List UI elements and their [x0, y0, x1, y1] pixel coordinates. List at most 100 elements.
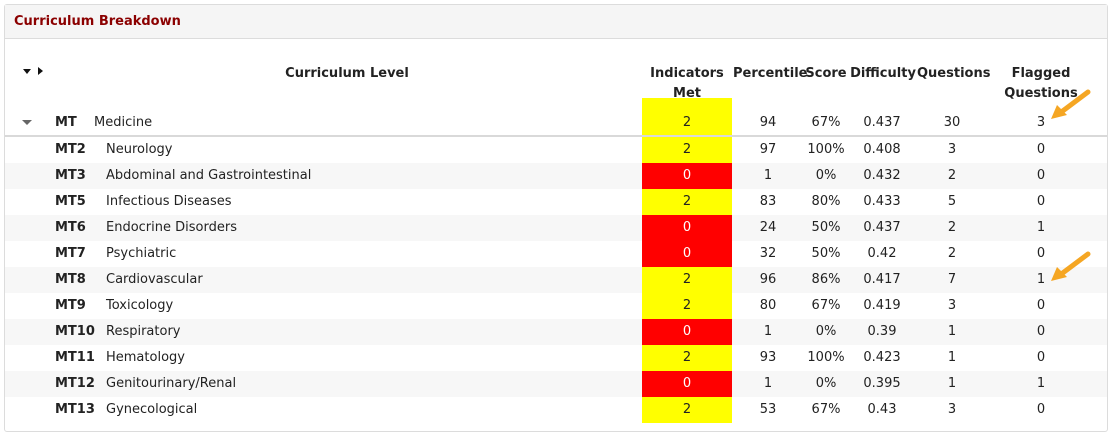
questions-cell: 1 — [947, 376, 957, 391]
questions-cell: 2 — [947, 246, 957, 261]
flagged-cell: 0 — [1036, 350, 1046, 365]
score-cell: 0% — [815, 324, 837, 339]
curriculum-breakdown-panel: Curriculum Breakdown Curriculum Level In… — [4, 4, 1108, 432]
expand-collapse-all-icon[interactable] — [23, 66, 49, 78]
difficulty-cell: 0.417 — [863, 272, 901, 287]
indicators-met-cell: 2 — [642, 345, 732, 371]
difficulty-cell: 0.433 — [863, 194, 901, 209]
flagged-cell: 0 — [1036, 298, 1046, 313]
questions-cell: 2 — [947, 168, 957, 183]
score-cell: 86% — [811, 272, 841, 287]
flagged-cell: 0 — [1036, 168, 1046, 183]
percentile-cell: 32 — [759, 246, 777, 261]
orange-arrow-icon — [1051, 89, 1091, 119]
row-code: MT6 — [55, 220, 86, 235]
questions-cell: 5 — [947, 194, 957, 209]
table-row[interactable]: MT5 Infectious Diseases 2 83 80% 0.433 5 0 — [5, 189, 1107, 215]
indicators-met-cell: 0 — [642, 215, 732, 241]
row-name: Respiratory — [106, 324, 181, 339]
score-cell: 67% — [811, 298, 841, 313]
row-name: Toxicology — [106, 298, 174, 313]
header-score[interactable]: Score — [805, 66, 847, 81]
percentile-cell: 1 — [763, 324, 773, 339]
flagged-cell: 0 — [1036, 194, 1046, 209]
score-cell: 67% — [811, 115, 841, 130]
score-cell: 50% — [811, 220, 841, 235]
header-questions[interactable]: Questions — [917, 66, 991, 81]
questions-cell: 1 — [947, 324, 957, 339]
row-code: MT13 — [55, 402, 95, 417]
questions-cell: 3 — [947, 298, 957, 313]
score-cell: 100% — [807, 350, 845, 365]
row-name: Endocrine Disorders — [106, 220, 237, 235]
row-code: MT12 — [55, 376, 95, 391]
indicators-met-cell: 2 — [642, 267, 732, 293]
score-cell: 80% — [811, 194, 841, 209]
header-difficulty[interactable]: Difficulty — [850, 66, 916, 81]
table-row[interactable]: MT7 Psychiatric 0 32 50% 0.42 2 0 — [5, 241, 1107, 267]
flagged-cell: 0 — [1036, 246, 1046, 261]
row-code: MT11 — [55, 350, 95, 365]
table-row[interactable]: MT10 Respiratory 0 1 0% 0.39 1 0 — [5, 319, 1107, 345]
flagged-cell: 1 — [1036, 220, 1046, 235]
percentile-cell: 53 — [759, 402, 777, 417]
row-code: MT5 — [55, 194, 86, 209]
table-row[interactable]: MT6 Endocrine Disorders 0 24 50% 0.437 2 1 — [5, 215, 1107, 241]
header-curriculum-level[interactable]: Curriculum Level — [285, 66, 409, 81]
indicators-met-cell: 0 — [642, 241, 732, 267]
percentile-cell: 83 — [759, 194, 777, 209]
score-cell: 0% — [815, 376, 837, 391]
table-row-parent[interactable]: MT Medicine 2 94 67% 0.437 30 3 — [5, 98, 1107, 137]
flagged-cell: 0 — [1036, 324, 1046, 339]
row-code: MT7 — [55, 246, 86, 261]
panel-header: Curriculum Breakdown — [5, 5, 1107, 39]
difficulty-cell: 0.39 — [867, 324, 897, 339]
score-cell: 50% — [811, 246, 841, 261]
questions-cell: 3 — [947, 402, 957, 417]
table-row[interactable]: MT13 Gynecological 2 53 67% 0.43 3 0 — [5, 397, 1107, 423]
row-code: MT — [55, 115, 77, 130]
header-percentile[interactable]: Percentile — [733, 66, 808, 81]
indicators-met-cell: 2 — [642, 137, 732, 163]
difficulty-cell: 0.437 — [863, 220, 901, 235]
difficulty-cell: 0.43 — [867, 402, 897, 417]
row-code: MT10 — [55, 324, 95, 339]
row-code: MT3 — [55, 168, 86, 183]
row-name: Abdominal and Gastrointestinal — [106, 168, 312, 183]
questions-cell: 7 — [947, 272, 957, 287]
flagged-cell: 3 — [1036, 115, 1046, 130]
table-row[interactable]: MT3 Abdominal and Gastrointestinal 0 1 0% 0.4… — [5, 163, 1107, 189]
difficulty-cell: 0.437 — [863, 115, 901, 130]
row-code: MT2 — [55, 142, 86, 157]
score-cell: 67% — [811, 402, 841, 417]
row-code: MT8 — [55, 272, 86, 287]
row-name: Genitourinary/Renal — [106, 376, 237, 391]
percentile-cell: 24 — [759, 220, 777, 235]
percentile-cell: 80 — [759, 298, 777, 313]
questions-cell: 3 — [947, 142, 957, 157]
indicators-met-cell: 0 — [642, 371, 732, 397]
indicators-met-cell: 2 — [642, 293, 732, 319]
caret-down-icon[interactable] — [22, 120, 32, 125]
curriculum-table: Curriculum Level Indicators Met Percenti… — [5, 39, 1107, 423]
score-cell: 0% — [815, 168, 837, 183]
questions-cell: 30 — [943, 115, 961, 130]
difficulty-cell: 0.432 — [863, 168, 901, 183]
table-row[interactable]: MT11 Hematology 2 93 100% 0.423 1 0 — [5, 345, 1107, 371]
table-row[interactable]: MT12 Genitourinary/Renal 0 1 0% 0.395 1 1 — [5, 371, 1107, 397]
table-row[interactable]: MT8 Cardiovascular 2 96 86% 0.417 7 1 — [5, 267, 1107, 293]
table-row[interactable]: MT9 Toxicology 2 80 67% 0.419 3 0 — [5, 293, 1107, 319]
indicators-met-cell: 2 — [642, 397, 732, 423]
percentile-cell: 96 — [759, 272, 777, 287]
header-indicators-met[interactable]: Indicators Met — [650, 66, 724, 101]
header-flagged-questions[interactable]: Flagged Questions — [1004, 66, 1078, 101]
difficulty-cell: 0.395 — [863, 376, 901, 391]
row-name: Medicine — [94, 115, 153, 130]
flagged-cell: 0 — [1036, 142, 1046, 157]
row-name: Gynecological — [106, 402, 198, 417]
row-name: Neurology — [106, 142, 173, 157]
row-code: MT9 — [55, 298, 86, 313]
percentile-cell: 1 — [763, 376, 773, 391]
indicators-met-cell: 0 — [642, 163, 732, 189]
table-row[interactable]: MT2 Neurology 2 97 100% 0.408 3 0 — [5, 137, 1107, 163]
